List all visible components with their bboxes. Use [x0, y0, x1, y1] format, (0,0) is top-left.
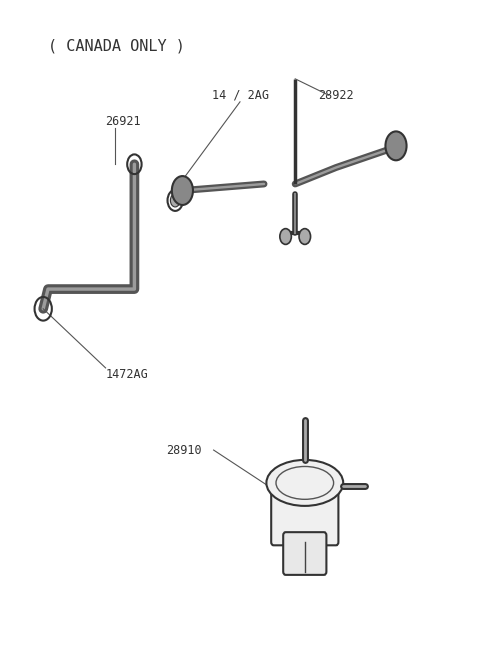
- Circle shape: [172, 176, 193, 205]
- Text: 14 / 2AG: 14 / 2AG: [212, 89, 268, 102]
- FancyBboxPatch shape: [271, 483, 338, 545]
- Circle shape: [280, 229, 291, 244]
- Text: 26921: 26921: [106, 115, 141, 128]
- Text: 1472AG: 1472AG: [106, 368, 148, 381]
- Ellipse shape: [266, 460, 343, 506]
- Circle shape: [299, 229, 311, 244]
- FancyBboxPatch shape: [283, 532, 326, 575]
- Text: 28922: 28922: [318, 89, 354, 102]
- Circle shape: [385, 131, 407, 160]
- Text: ( CANADA ONLY ): ( CANADA ONLY ): [48, 39, 185, 53]
- Circle shape: [170, 194, 180, 207]
- Text: 28910: 28910: [166, 443, 202, 457]
